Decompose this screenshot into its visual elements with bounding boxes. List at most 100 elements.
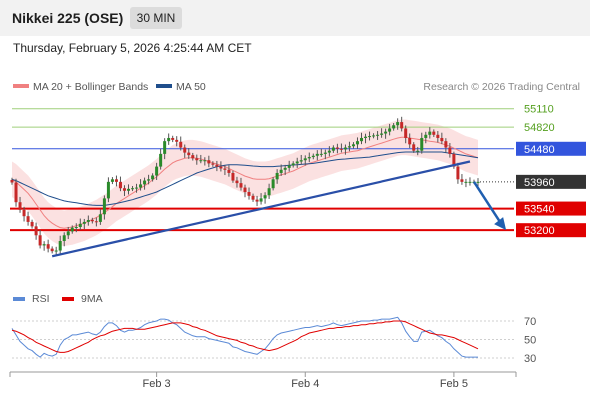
candle-body <box>416 150 420 152</box>
candle-body <box>291 163 295 166</box>
candle-body <box>243 187 247 193</box>
candle-body <box>267 188 271 196</box>
candle-body <box>271 179 275 189</box>
candle-body <box>171 137 175 140</box>
candle-body <box>311 155 315 158</box>
candle-body <box>219 166 223 169</box>
candle-body <box>384 131 388 134</box>
candle-body <box>227 169 231 173</box>
candle-body <box>42 244 46 246</box>
level-labels: 55110 54820 54480 53960 53540 53200 <box>516 104 586 238</box>
candle-body <box>335 147 339 149</box>
candle-body <box>155 166 159 176</box>
candle-body <box>118 181 122 189</box>
candle-body <box>440 137 444 142</box>
candle-body <box>10 179 14 183</box>
candle-body <box>50 248 54 252</box>
level-label-54480: 54480 <box>524 144 555 156</box>
candle-body <box>299 160 303 162</box>
candle-body <box>287 165 291 168</box>
rsi-legend-swatch <box>13 297 25 301</box>
ma20-legend-swatch <box>13 84 29 88</box>
candle-body <box>159 153 163 167</box>
candle-body <box>239 183 243 188</box>
candle-body <box>90 220 94 222</box>
candle-body <box>231 172 235 181</box>
candle-body <box>259 198 263 202</box>
candle-body <box>98 214 102 222</box>
candle-body <box>400 122 404 129</box>
candle-body <box>428 131 432 135</box>
candle-body <box>452 153 456 167</box>
candle-body <box>323 152 327 154</box>
candle-body <box>46 244 50 249</box>
current-price-badge <box>516 174 586 189</box>
candle-body <box>376 134 380 136</box>
candle-body <box>175 139 179 142</box>
candle-body <box>319 153 323 155</box>
level-label-54820: 54820 <box>524 122 555 134</box>
candle-body <box>143 180 147 185</box>
level-label-55110: 55110 <box>524 104 554 116</box>
candle-body <box>355 141 359 145</box>
candle-body <box>151 175 155 180</box>
forecast-arrow-head <box>494 217 507 231</box>
candle-body <box>187 152 191 156</box>
timeframe-button[interactable]: 30 MIN <box>130 7 182 29</box>
candle-body <box>183 147 187 153</box>
candle-body <box>135 187 139 189</box>
candle-body <box>131 188 135 190</box>
level-label-53200: 53200 <box>524 225 555 237</box>
candle-body <box>372 135 376 137</box>
candle-body <box>307 157 311 159</box>
candle-body <box>275 172 279 180</box>
candle-body <box>66 231 70 236</box>
candle-body <box>167 137 171 142</box>
candle-body <box>364 136 368 138</box>
ma50-legend-label: MA 50 <box>176 81 206 93</box>
instrument-title: Nikkei 225 (OSE) <box>12 10 124 26</box>
candle-body <box>38 235 42 246</box>
level-badge-54480 <box>516 141 586 156</box>
bollinger-bands <box>12 119 478 247</box>
ma9-legend-label: 9MA <box>81 293 103 305</box>
candle-body <box>476 181 480 183</box>
candle-body <box>448 147 452 154</box>
candle-body <box>54 250 58 252</box>
candle-body <box>127 188 130 191</box>
candle-body <box>179 141 183 148</box>
level-badge-53540 <box>516 201 586 216</box>
candle-body <box>408 137 412 145</box>
candle-body <box>396 122 400 126</box>
candle-body <box>163 141 167 154</box>
candle-body <box>110 179 114 182</box>
candle-body <box>404 128 408 138</box>
candle-body <box>215 164 219 167</box>
candle-body <box>14 182 18 203</box>
candle-body <box>114 179 118 182</box>
candle-body <box>139 184 143 188</box>
bollinger-band-area <box>12 119 478 247</box>
candle-body <box>315 153 319 156</box>
ma50-line <box>11 151 479 206</box>
candle-body <box>388 128 392 132</box>
candle-body <box>30 221 34 227</box>
candle-body <box>436 134 440 138</box>
candle-body <box>420 137 424 151</box>
candle-body <box>412 144 416 151</box>
candle-body <box>368 136 372 138</box>
candle-body <box>444 141 448 148</box>
candle-body <box>223 168 227 170</box>
candle-body <box>327 150 331 153</box>
candle-body <box>247 192 251 196</box>
candle-body <box>343 147 347 150</box>
candle-body <box>255 199 259 202</box>
candle-body <box>34 226 38 236</box>
candle-body <box>235 180 239 184</box>
candle-body <box>58 240 62 251</box>
candle-body <box>460 179 464 182</box>
candle-body <box>207 160 211 164</box>
candle-body <box>70 227 74 232</box>
trendline-layer <box>51 160 507 258</box>
